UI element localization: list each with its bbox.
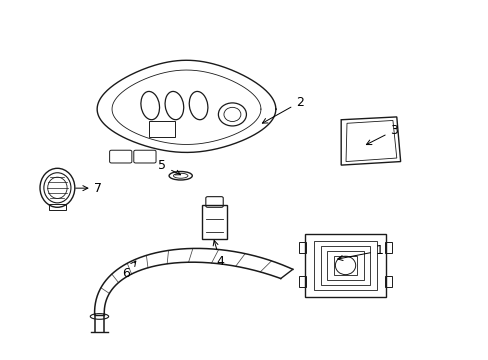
Text: 4: 4 (213, 240, 224, 268)
Text: 1: 1 (337, 244, 383, 261)
Text: 3: 3 (366, 124, 398, 145)
Text: 6: 6 (122, 261, 136, 280)
Text: 2: 2 (262, 95, 304, 123)
Text: 7: 7 (76, 182, 102, 195)
Text: 5: 5 (158, 159, 180, 175)
